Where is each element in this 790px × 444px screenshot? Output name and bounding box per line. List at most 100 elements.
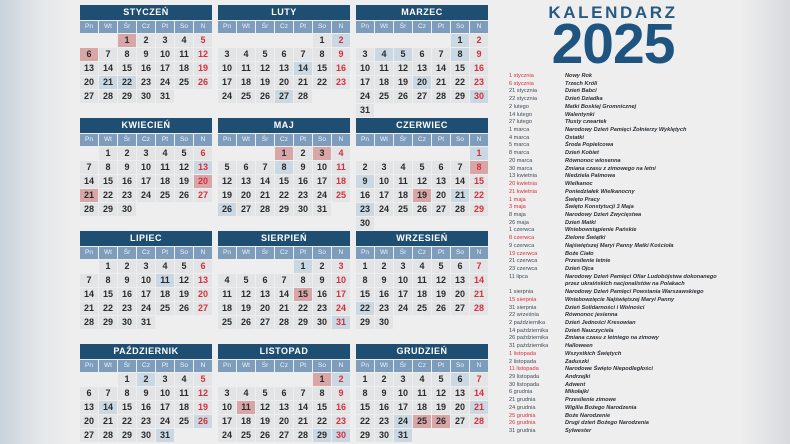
day-cell: 14: [451, 175, 469, 188]
day-cell: 15: [313, 401, 331, 414]
day-cell: 26: [432, 415, 450, 428]
day-cell: 26: [394, 90, 412, 103]
weekday-header: Wt: [99, 360, 117, 372]
day-cell: 27: [275, 90, 293, 103]
holiday-name: Adwent: [565, 381, 586, 388]
weekday-header: Śr: [394, 134, 412, 146]
day-cell: 13: [256, 288, 274, 301]
empty-cell: [237, 373, 255, 386]
day-cell: 17: [394, 401, 412, 414]
empty-cell: [218, 34, 236, 47]
day-cell: 20: [237, 189, 255, 202]
holiday-date: 1 stycznia: [509, 73, 534, 79]
holiday-date: 1 czerwca: [509, 227, 535, 234]
day-cell: 28: [80, 316, 98, 329]
empty-cell: [356, 147, 374, 160]
day-cell: 28: [470, 302, 488, 315]
day-cell: 8: [99, 161, 117, 174]
holiday-item: 29 listopada Andrzejki: [509, 374, 749, 382]
holiday-item: 11 lipca Narodowy Dzień Pamięci Ofiar Lud…: [509, 274, 749, 282]
empty-cell: [256, 373, 274, 386]
day-cell: 30: [118, 203, 136, 216]
day-cell: 6: [194, 147, 212, 160]
day-cell: 21: [256, 189, 274, 202]
empty-cell: [432, 34, 450, 47]
weekday-header: Pn: [356, 21, 374, 33]
day-cell: 8: [356, 387, 374, 400]
day-cell: 11: [413, 274, 431, 287]
day-cell: 17: [332, 288, 350, 301]
day-cell: 7: [470, 373, 488, 386]
day-cell: 24: [156, 76, 174, 89]
holiday-item: 22 września Równonoc jesienna: [509, 312, 749, 320]
day-cell: 7: [294, 48, 312, 61]
day-cell: 19: [218, 189, 236, 202]
day-cell: 31: [313, 203, 331, 216]
weekday-header: Śr: [118, 21, 136, 33]
day-cell: 2: [137, 34, 155, 47]
day-cell: 12: [432, 274, 450, 287]
day-cell: 5: [194, 34, 212, 47]
holiday-date: 1 maja: [509, 196, 526, 203]
calendar-year: 2025: [551, 12, 676, 76]
weekday-header: N: [194, 21, 212, 33]
day-cell: 17: [137, 175, 155, 188]
day-cell: 6: [451, 373, 469, 386]
day-cell: 23: [294, 189, 312, 202]
day-cell: 22: [356, 415, 374, 428]
weekday-header: N: [470, 134, 488, 146]
day-cell: 5: [256, 387, 274, 400]
weekday-header: N: [332, 247, 350, 259]
weekday-header: Śr: [256, 21, 274, 33]
day-cell: 27: [413, 90, 431, 103]
holiday-date: 31 grudnia: [509, 428, 536, 435]
weekday-header: Śr: [394, 21, 412, 33]
weekday-header: Cz: [413, 21, 431, 33]
day-cell: 27: [237, 203, 255, 216]
holiday-name: Równonoc jesienna: [565, 312, 618, 319]
day-cell: 23: [375, 302, 393, 315]
weekday-header: Cz: [275, 360, 293, 372]
day-cell: 7: [256, 161, 274, 174]
holiday-date: 9 czerwca: [509, 242, 535, 249]
month-days-grid: Pn Wt Śr Cz Pt So N 1 2 3 4 5 6 7 8 9 10 11 12 13 14 15 16 17 18…: [218, 360, 350, 442]
day-cell: 1: [294, 260, 312, 273]
day-cell: 4: [332, 147, 350, 160]
weekday-header: Pn: [218, 360, 236, 372]
day-cell: 22: [275, 189, 293, 202]
weekday-header: So: [313, 134, 331, 146]
day-cell: 28: [256, 203, 274, 216]
day-cell: 17: [137, 288, 155, 301]
holiday-name: Drugi dzień Bożego Narodzenia: [565, 420, 649, 427]
holiday-date: 8 marca: [509, 150, 530, 157]
day-cell: 27: [194, 189, 212, 202]
month-days-grid: Pn Wt Śr Cz Pt So N 1 2 3 4 5 6 7 8 9 10 11 12 13 14 15 16 17 18…: [80, 134, 212, 216]
empty-cell: [256, 260, 274, 273]
weekday-header: Pn: [218, 247, 236, 259]
day-cell: 3: [313, 147, 331, 160]
holiday-item: 26 maja Dzień Matki: [509, 220, 749, 228]
day-cell: 1: [470, 147, 488, 160]
day-cell: 13: [80, 62, 98, 75]
holiday-name: Narodowe Święto Niepodległości: [565, 366, 653, 373]
day-cell: 24: [218, 429, 236, 442]
holiday-item: 3 maja Święto Konstytucji 3 Maja: [509, 204, 749, 212]
holiday-item: 6 grudnia Mikołajki: [509, 389, 749, 397]
empty-cell: [218, 260, 236, 273]
weekday-header: Śr: [256, 247, 274, 259]
holiday-date: 1 marca: [509, 127, 530, 134]
day-cell: 10: [137, 161, 155, 174]
day-cell: 13: [237, 175, 255, 188]
day-cell: 21: [294, 415, 312, 428]
day-cell: 23: [118, 189, 136, 202]
holiday-date: 6 stycznia: [509, 80, 534, 87]
empty-cell: [432, 147, 450, 160]
day-cell: 9: [375, 274, 393, 287]
holiday-item: 1 sierpnia Narodowy Dzień Pamięci Powstan…: [509, 289, 749, 297]
day-cell: 7: [99, 387, 117, 400]
day-cell: 29: [470, 203, 488, 216]
day-cell: 6: [256, 274, 274, 287]
day-cell: 17: [218, 415, 236, 428]
holiday-item: 14 października Dzień Nauczyciela: [509, 328, 749, 336]
day-cell: 11: [175, 48, 193, 61]
